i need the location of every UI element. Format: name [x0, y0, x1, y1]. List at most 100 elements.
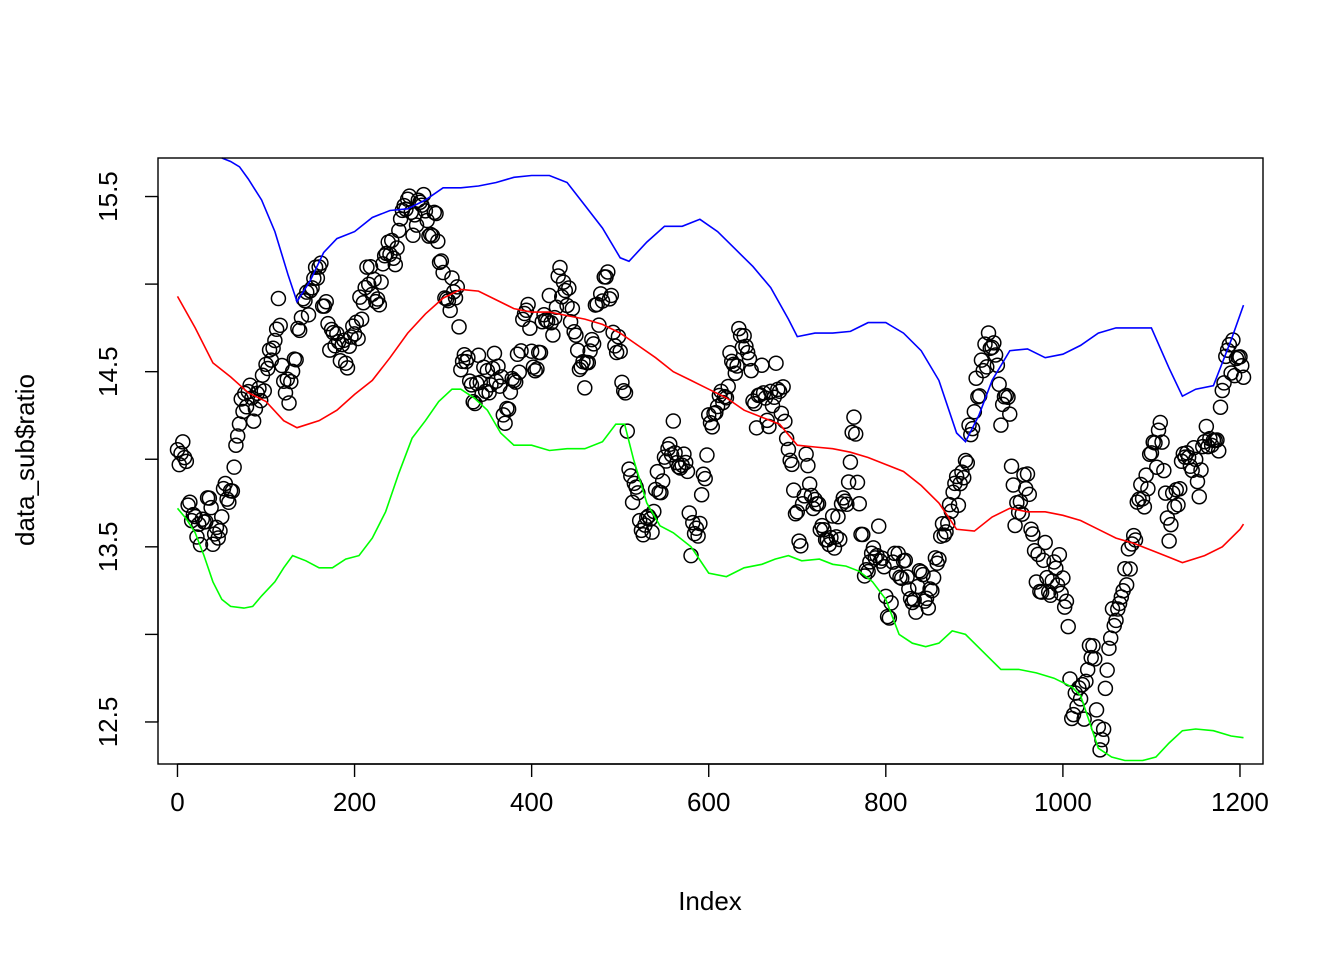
data-point	[1122, 561, 1138, 577]
data-point	[826, 540, 843, 556]
data-point	[1136, 499, 1153, 515]
data-point	[964, 420, 981, 437]
data-point	[300, 307, 317, 323]
data-point	[417, 203, 434, 219]
data-point	[987, 347, 1004, 363]
y-axis-title: data_sub$ratio	[10, 374, 40, 546]
data-point	[173, 445, 189, 462]
data-point	[793, 538, 809, 554]
data-point	[1087, 651, 1103, 667]
data-point	[275, 373, 292, 389]
data-point	[541, 287, 558, 304]
data-point	[986, 335, 1002, 351]
data-point	[603, 287, 620, 304]
data-point	[513, 343, 529, 359]
data-point	[716, 388, 733, 405]
data-point	[500, 401, 517, 417]
data-point	[846, 409, 862, 425]
data-point	[1134, 490, 1151, 507]
data-point	[594, 293, 611, 309]
data-point	[631, 512, 648, 529]
data-point	[640, 508, 657, 524]
data-point	[729, 358, 745, 374]
data-point	[192, 536, 209, 553]
data-point	[268, 321, 285, 338]
data-point	[784, 456, 800, 473]
data-point	[260, 360, 276, 377]
data-point	[309, 270, 326, 286]
data-point	[1055, 570, 1071, 586]
x-tick-label: 400	[510, 787, 553, 817]
series-line-2	[221, 157, 1245, 444]
data-point	[771, 383, 788, 400]
data-point	[561, 280, 577, 296]
data-point	[1234, 357, 1250, 374]
data-point	[1051, 546, 1068, 563]
data-point	[497, 415, 513, 432]
data-point	[1150, 422, 1167, 438]
data-point	[245, 413, 262, 429]
data-point	[1025, 526, 1041, 542]
data-point	[849, 474, 866, 491]
data-point	[1149, 459, 1165, 475]
data-point	[465, 394, 481, 410]
data-point	[592, 286, 609, 302]
data-point	[490, 358, 506, 374]
data-point	[1209, 432, 1225, 448]
data-point	[1140, 480, 1156, 497]
data-point	[527, 362, 543, 379]
data-point	[789, 504, 806, 520]
data-point	[615, 382, 632, 399]
data-point	[247, 401, 264, 417]
data-point	[509, 346, 526, 363]
data-point	[980, 325, 997, 341]
data-point	[1117, 561, 1133, 577]
data-point	[805, 500, 821, 517]
data-point	[601, 291, 618, 307]
data-point	[683, 547, 699, 564]
data-point	[800, 457, 816, 474]
data-point	[219, 491, 235, 507]
data-point	[445, 284, 462, 300]
data-point	[888, 565, 905, 582]
data-point	[777, 413, 793, 430]
data-point	[585, 336, 602, 352]
data-point	[256, 383, 272, 399]
data-point	[644, 524, 660, 540]
data-point	[568, 327, 584, 343]
data-point	[798, 446, 814, 462]
data-point	[1154, 434, 1170, 450]
data-point	[720, 378, 736, 395]
y-tick-label: 14.5	[93, 346, 123, 397]
data-point	[975, 362, 991, 379]
data-point	[676, 446, 692, 462]
x-tick-label: 1000	[1034, 787, 1092, 817]
data-point	[1108, 612, 1124, 629]
data-point	[677, 454, 694, 471]
x-tick-label: 600	[687, 787, 730, 817]
data-point	[922, 581, 938, 597]
data-point	[290, 320, 306, 337]
y-tick-label: 12.5	[93, 697, 123, 748]
data-point	[724, 353, 740, 370]
data-point	[1097, 680, 1114, 697]
data-point	[368, 293, 384, 310]
data-point	[697, 470, 713, 487]
data-point	[936, 527, 952, 543]
data-point	[1170, 497, 1186, 513]
data-point	[226, 459, 242, 475]
x-tick-label: 1200	[1211, 787, 1269, 817]
data-point	[663, 447, 680, 463]
data-point	[1118, 577, 1135, 593]
data-point	[876, 559, 892, 575]
data-point	[284, 363, 301, 380]
data-point	[766, 389, 782, 406]
data-point	[957, 452, 974, 469]
data-point	[453, 361, 469, 378]
data-point	[1021, 486, 1037, 503]
data-point	[1019, 466, 1036, 482]
data-point	[229, 428, 246, 444]
data-point	[955, 470, 972, 486]
x-tick-label: 200	[333, 787, 376, 817]
